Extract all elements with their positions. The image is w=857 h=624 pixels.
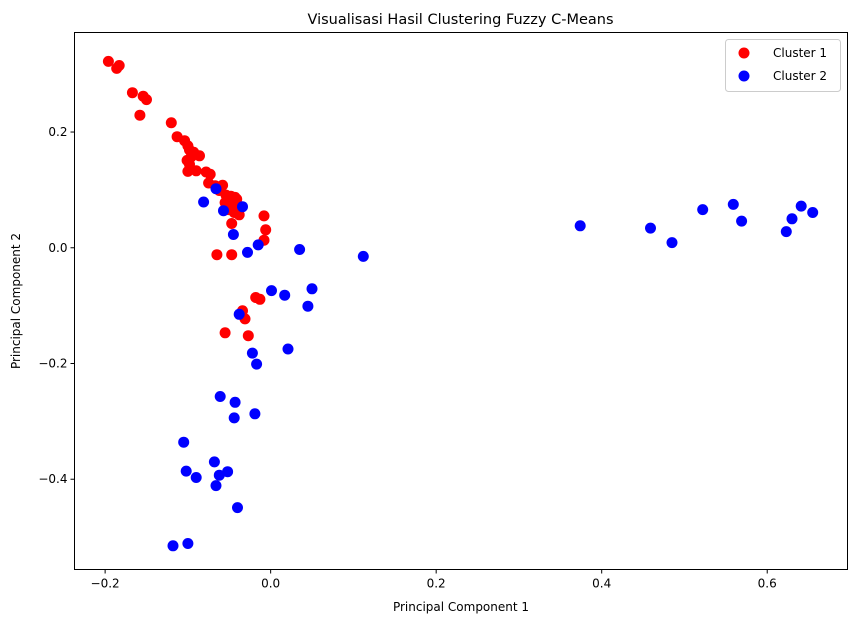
- cluster-2-point: [697, 204, 709, 216]
- cluster-2-point: [807, 207, 819, 218]
- cluster-2-point: [213, 469, 225, 481]
- cluster-1-point: [258, 210, 270, 222]
- points-layer: [102, 55, 819, 552]
- cluster-2-point: [229, 396, 241, 408]
- cluster-2-point: [237, 201, 248, 213]
- cluster-2-point: [736, 215, 748, 227]
- cluster-2-point: [232, 502, 243, 514]
- cluster-2-point: [167, 540, 179, 552]
- cluster-2-point: [190, 472, 202, 483]
- ticks-layer: −0.2 0.0 0.2 0.4 0.6 0.2 0.0 −0.2 −0.4: [38, 125, 776, 590]
- cluster-1-point: [242, 330, 254, 342]
- cluster-2-point: [666, 237, 678, 249]
- cluster-2-point: [208, 456, 220, 468]
- cluster-1-point: [111, 62, 123, 74]
- cluster-2-point: [210, 480, 222, 492]
- cluster-2-point: [198, 196, 210, 208]
- cluster-2-point: [252, 239, 264, 251]
- cluster-2-point: [294, 244, 306, 255]
- cluster-2-point: [279, 289, 291, 301]
- cluster-2-point: [210, 183, 222, 195]
- cluster-1-point: [219, 327, 231, 339]
- cluster-1-point: [190, 165, 202, 177]
- cluster-2-point: [266, 285, 277, 297]
- cluster-1-point: [226, 249, 238, 261]
- cluster-1-point: [102, 55, 114, 67]
- x-tick-label: −0.2: [91, 577, 120, 591]
- cluster-2-point: [233, 308, 245, 320]
- legend-marker-cluster-1: [738, 47, 750, 59]
- plot-frame: [74, 32, 848, 570]
- cluster-2-point: [786, 213, 798, 225]
- x-tick-label: 0.6: [758, 577, 777, 591]
- cluster-2-point: [178, 436, 190, 448]
- x-tick-label: 0.2: [427, 577, 446, 591]
- cluster-1-point: [204, 168, 216, 180]
- cluster-2-point: [306, 283, 318, 295]
- cluster-2-point: [222, 466, 234, 478]
- cluster-2-point: [246, 347, 258, 359]
- chart-title: Visualisasi Hasil Clustering Fuzzy C-Mea…: [307, 12, 613, 28]
- cluster-1-point: [254, 293, 266, 305]
- cluster-1-point: [226, 218, 238, 229]
- cluster-2-point: [180, 465, 192, 477]
- cluster-2-point: [227, 229, 239, 240]
- cluster-1-point: [182, 165, 194, 177]
- y-axis-label: Principal Component 2: [9, 233, 23, 369]
- cluster-2-point: [302, 300, 314, 312]
- cluster-1-point: [141, 94, 152, 106]
- cluster-2-point: [242, 246, 253, 258]
- cluster-2-point: [780, 226, 792, 238]
- legend: Cluster 1 Cluster 2: [725, 39, 841, 92]
- x-axis-label: Principal Component 1: [393, 600, 529, 614]
- y-tick-label: 0.2: [48, 125, 67, 139]
- cluster-2-point: [249, 408, 261, 420]
- y-tick-label: −0.4: [38, 472, 67, 486]
- legend-label-cluster-1: Cluster 1: [773, 46, 827, 60]
- y-tick-label: −0.2: [38, 356, 67, 370]
- cluster-1-point: [211, 249, 223, 261]
- cluster-2-point: [228, 412, 240, 424]
- cluster-2-point: [282, 343, 294, 355]
- legend-label-cluster-2: Cluster 2: [773, 69, 827, 83]
- cluster-2-point: [795, 200, 807, 212]
- cluster-1-point: [134, 109, 146, 121]
- cluster-2-point: [645, 222, 656, 234]
- cluster-1-point: [126, 87, 138, 99]
- x-tick-label: 0.0: [261, 577, 280, 591]
- cluster-2-point: [357, 250, 369, 262]
- cluster-1-point: [165, 117, 177, 129]
- cluster-1-point: [260, 224, 272, 236]
- cluster-1-point: [194, 150, 205, 162]
- legend-marker-cluster-2: [738, 70, 750, 82]
- y-tick-label: 0.0: [48, 241, 67, 255]
- legend-box: [725, 39, 841, 92]
- cluster-2-point: [727, 198, 739, 210]
- cluster-2-point: [251, 358, 263, 370]
- cluster-2-point: [182, 538, 194, 549]
- cluster-2-point: [574, 220, 586, 232]
- cluster-2-point: [214, 391, 226, 402]
- x-tick-label: 0.4: [592, 577, 611, 591]
- cluster-2-point: [218, 205, 229, 217]
